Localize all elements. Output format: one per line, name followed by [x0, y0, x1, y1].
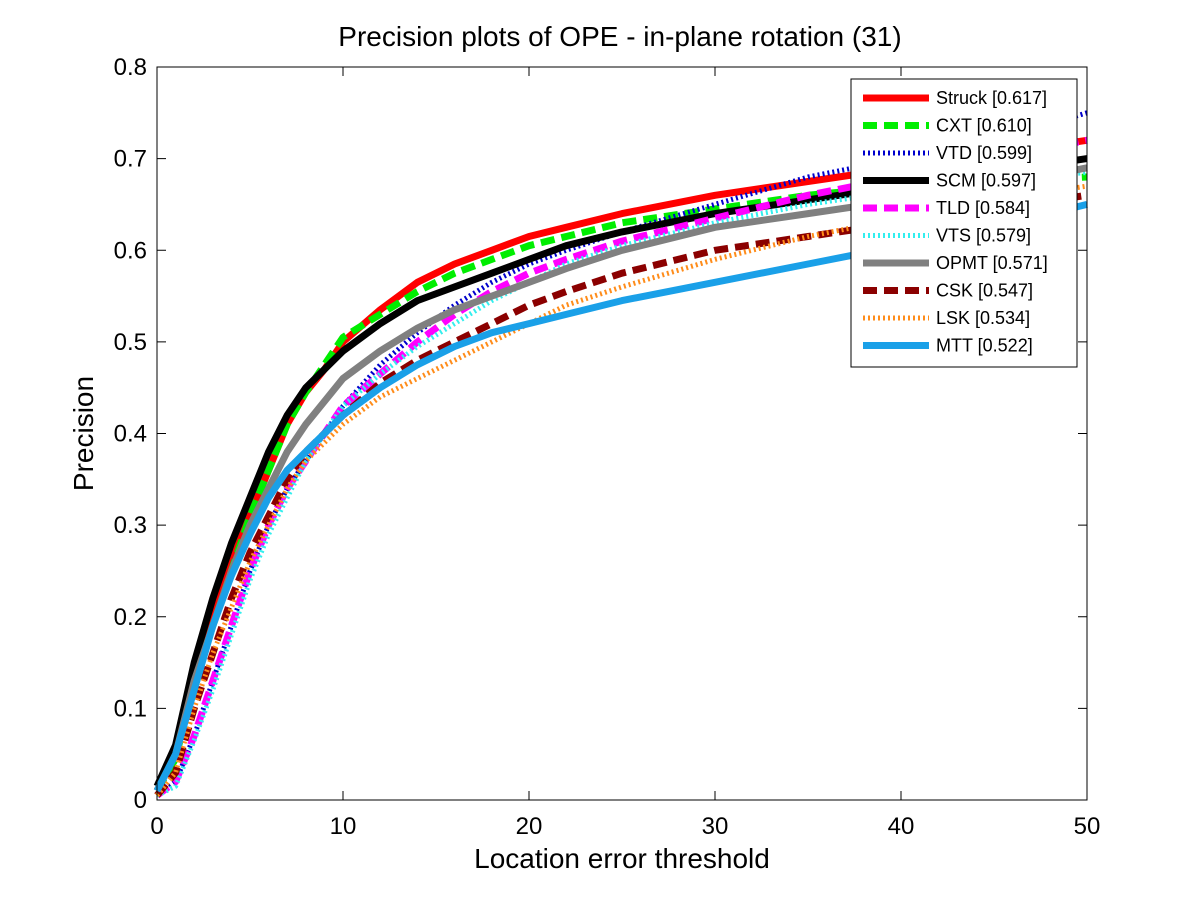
- y-tick-label: 0: [134, 787, 147, 814]
- y-tick-label: 0.4: [114, 421, 147, 448]
- x-tick-label: 20: [516, 813, 543, 840]
- legend-entry-label: LSK [0.534]: [936, 308, 1030, 328]
- axis-ticks: 0 10 20 30 40 50 0 0.1 0.2 0.3 0.4 0.5 0.6 0.7 0.8: [114, 54, 1101, 840]
- y-tick-label: 0.6: [114, 237, 147, 264]
- y-tick-label: 0.2: [114, 604, 147, 631]
- x-axis-label: Location error threshold: [474, 843, 770, 874]
- x-tick-label: 40: [888, 813, 915, 840]
- legend: Struck [0.617] CXT [0.610] VTD [0.599] SCM …: [850, 78, 1078, 368]
- x-tick-label: 10: [330, 813, 357, 840]
- series-layer: [153, 110, 1088, 799]
- y-tick-label: 0.8: [114, 54, 147, 81]
- legend-entry-label: MTT [0.522]: [936, 336, 1033, 356]
- legend-entry-label: TLD [0.584]: [936, 198, 1030, 218]
- x-tick-label: 30: [702, 813, 729, 840]
- chart-title: Precision plots of OPE - in-plane rotati…: [338, 21, 901, 52]
- legend-entry-label: SCM [0.597]: [936, 171, 1036, 191]
- legend-entry-label: CSK [0.547]: [936, 281, 1033, 301]
- series-line-8: [154, 191, 1088, 798]
- series-line-5: [154, 136, 1088, 799]
- y-tick-label: 0.7: [114, 146, 147, 173]
- y-tick-label: 0.3: [114, 512, 147, 539]
- legend-entry-label: CXT [0.610]: [936, 116, 1032, 136]
- y-tick-label: 0.1: [114, 695, 147, 722]
- series-line-10: [153, 201, 1088, 793]
- x-tick-label: 50: [1074, 813, 1101, 840]
- legend-entry-label: OPMT [0.571]: [936, 253, 1048, 273]
- y-axis-label: Precision: [68, 376, 99, 491]
- y-tick-label: 0.5: [114, 329, 147, 356]
- legend-entry-label: VTD [0.599]: [936, 143, 1032, 163]
- x-tick-label: 0: [150, 813, 163, 840]
- series-line-3: [155, 110, 1088, 798]
- legend-entry-label: VTS [0.579]: [936, 226, 1031, 246]
- legend-entry-label: Struck [0.617]: [936, 88, 1047, 108]
